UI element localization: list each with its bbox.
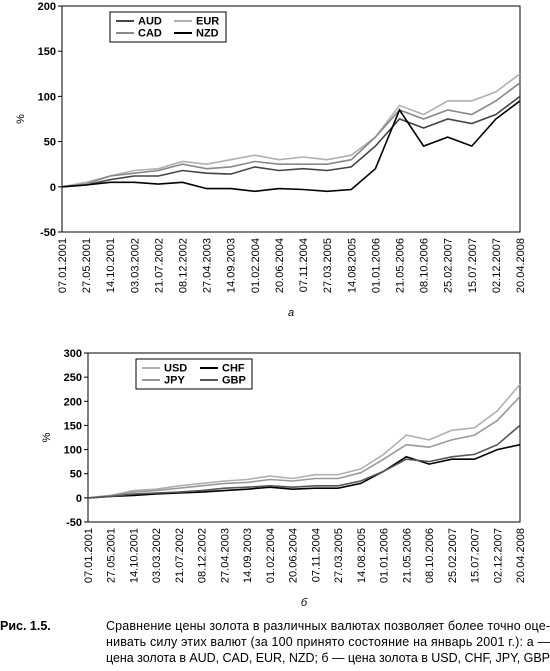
y-tick-label: 0	[50, 182, 56, 194]
series-line	[87, 424, 521, 499]
y-tick-label: -50	[40, 227, 56, 239]
x-tick-label: 14.10.2001	[105, 238, 117, 293]
x-tick-label: 07.11.2004	[298, 238, 310, 292]
x-tick-label: 27.03.2005	[322, 238, 334, 293]
series-line	[87, 443, 521, 499]
y-tick-label: 150	[38, 46, 56, 58]
y-tick-label: 300	[64, 348, 82, 360]
y-tick-label: -50	[66, 517, 82, 529]
x-tick-label: 01.01.2006	[370, 238, 382, 293]
series-line	[61, 100, 521, 193]
caption-line: нивать силу этих валют (за 100 принято с…	[106, 635, 550, 649]
y-tick-label: 50	[70, 469, 82, 481]
x-tick-label: 14.10.2001	[128, 528, 140, 583]
x-tick-label: 20.06.2004	[274, 238, 286, 293]
legend-label: GBP	[222, 375, 246, 387]
y-tick-label: 0	[76, 493, 82, 505]
x-tick-label: 01.02.2004	[250, 238, 262, 293]
series-line	[61, 82, 521, 188]
x-tick-label: 20.04.2008	[515, 528, 527, 583]
x-tick-label: 27.04.2003	[202, 238, 214, 293]
subfigure-label: а	[288, 307, 294, 319]
x-tick-label: 15.07.2007	[470, 528, 482, 583]
x-tick-label: 21.07.2002	[153, 238, 165, 293]
legend-label: CAD	[138, 28, 162, 40]
legend-label: CHF	[222, 363, 245, 375]
x-tick-label: 08.10.2006	[419, 238, 431, 293]
y-tick-label: 200	[38, 1, 56, 13]
caption-line: цена золота в AUD, CAD, EUR, NZD; б — це…	[106, 651, 550, 665]
x-tick-label: 08.10.2006	[424, 528, 436, 583]
series-line	[61, 95, 521, 188]
x-tick-label: 14.08.2005	[356, 528, 368, 583]
x-tick-label: 07.01.2001	[57, 238, 69, 293]
series-line	[87, 395, 521, 499]
y-tick-label: 150	[64, 420, 82, 432]
x-tick-label: 15.07.2007	[467, 238, 479, 293]
x-tick-label: 21.07.2002	[174, 528, 186, 583]
x-tick-label: 21.05.2006	[394, 238, 406, 293]
legend-label: AUD	[138, 16, 162, 28]
x-tick-label: 20.06.2004	[288, 528, 300, 583]
subfigure-label: б	[301, 597, 308, 609]
x-tick-label: 27.05.2001	[106, 528, 118, 583]
legend-label: NZD	[196, 28, 219, 40]
y-tick-label: 50	[44, 137, 56, 149]
caption-line: Сравнение цены золота в различных валюта…	[106, 619, 550, 633]
legend-box	[109, 11, 227, 43]
x-tick-label: 01.01.2006	[379, 528, 391, 583]
y-tick-label: 100	[64, 445, 82, 457]
legend-label: USD	[164, 363, 187, 375]
x-tick-label: 02.12.2007	[491, 238, 503, 293]
x-tick-label: 25.02.2007	[443, 238, 455, 293]
x-tick-label: 08.12.2002	[197, 528, 209, 583]
series-line	[61, 73, 521, 188]
x-tick-label: 03.03.2002	[151, 528, 163, 583]
x-tick-label: 14.09.2003	[242, 528, 254, 583]
x-tick-label: 20.04.2008	[515, 238, 527, 293]
x-tick-label: 07.01.2001	[83, 528, 95, 583]
caption-label: Рис. 1.5.	[0, 619, 51, 633]
x-tick-label: 27.04.2003	[219, 528, 231, 583]
x-tick-label: 07.11.2004	[310, 528, 322, 582]
x-tick-label: 21.05.2006	[401, 528, 413, 583]
x-tick-label: 02.12.2007	[492, 528, 504, 583]
legend-label: JPY	[164, 375, 185, 387]
plot-frame	[61, 5, 521, 233]
legend-box	[135, 358, 253, 390]
series-line	[87, 383, 521, 499]
x-tick-label: 14.09.2003	[226, 238, 238, 293]
x-tick-label: 27.03.2005	[333, 528, 345, 583]
y-tick-label: 250	[64, 372, 82, 384]
plot-frame	[87, 352, 521, 523]
x-tick-label: 01.02.2004	[265, 528, 277, 583]
y-axis-label: %	[15, 114, 27, 124]
x-tick-label: 08.12.2002	[178, 238, 190, 293]
y-tick-label: 100	[38, 91, 56, 103]
y-tick-label: 200	[64, 396, 82, 408]
x-tick-label: 03.03.2002	[129, 238, 141, 293]
x-tick-label: 14.08.2005	[346, 238, 358, 293]
x-tick-label: 25.02.2007	[447, 528, 459, 583]
x-tick-label: 27.05.2001	[81, 238, 93, 293]
legend-label: EUR	[196, 16, 219, 28]
y-axis-label: %	[41, 432, 53, 442]
